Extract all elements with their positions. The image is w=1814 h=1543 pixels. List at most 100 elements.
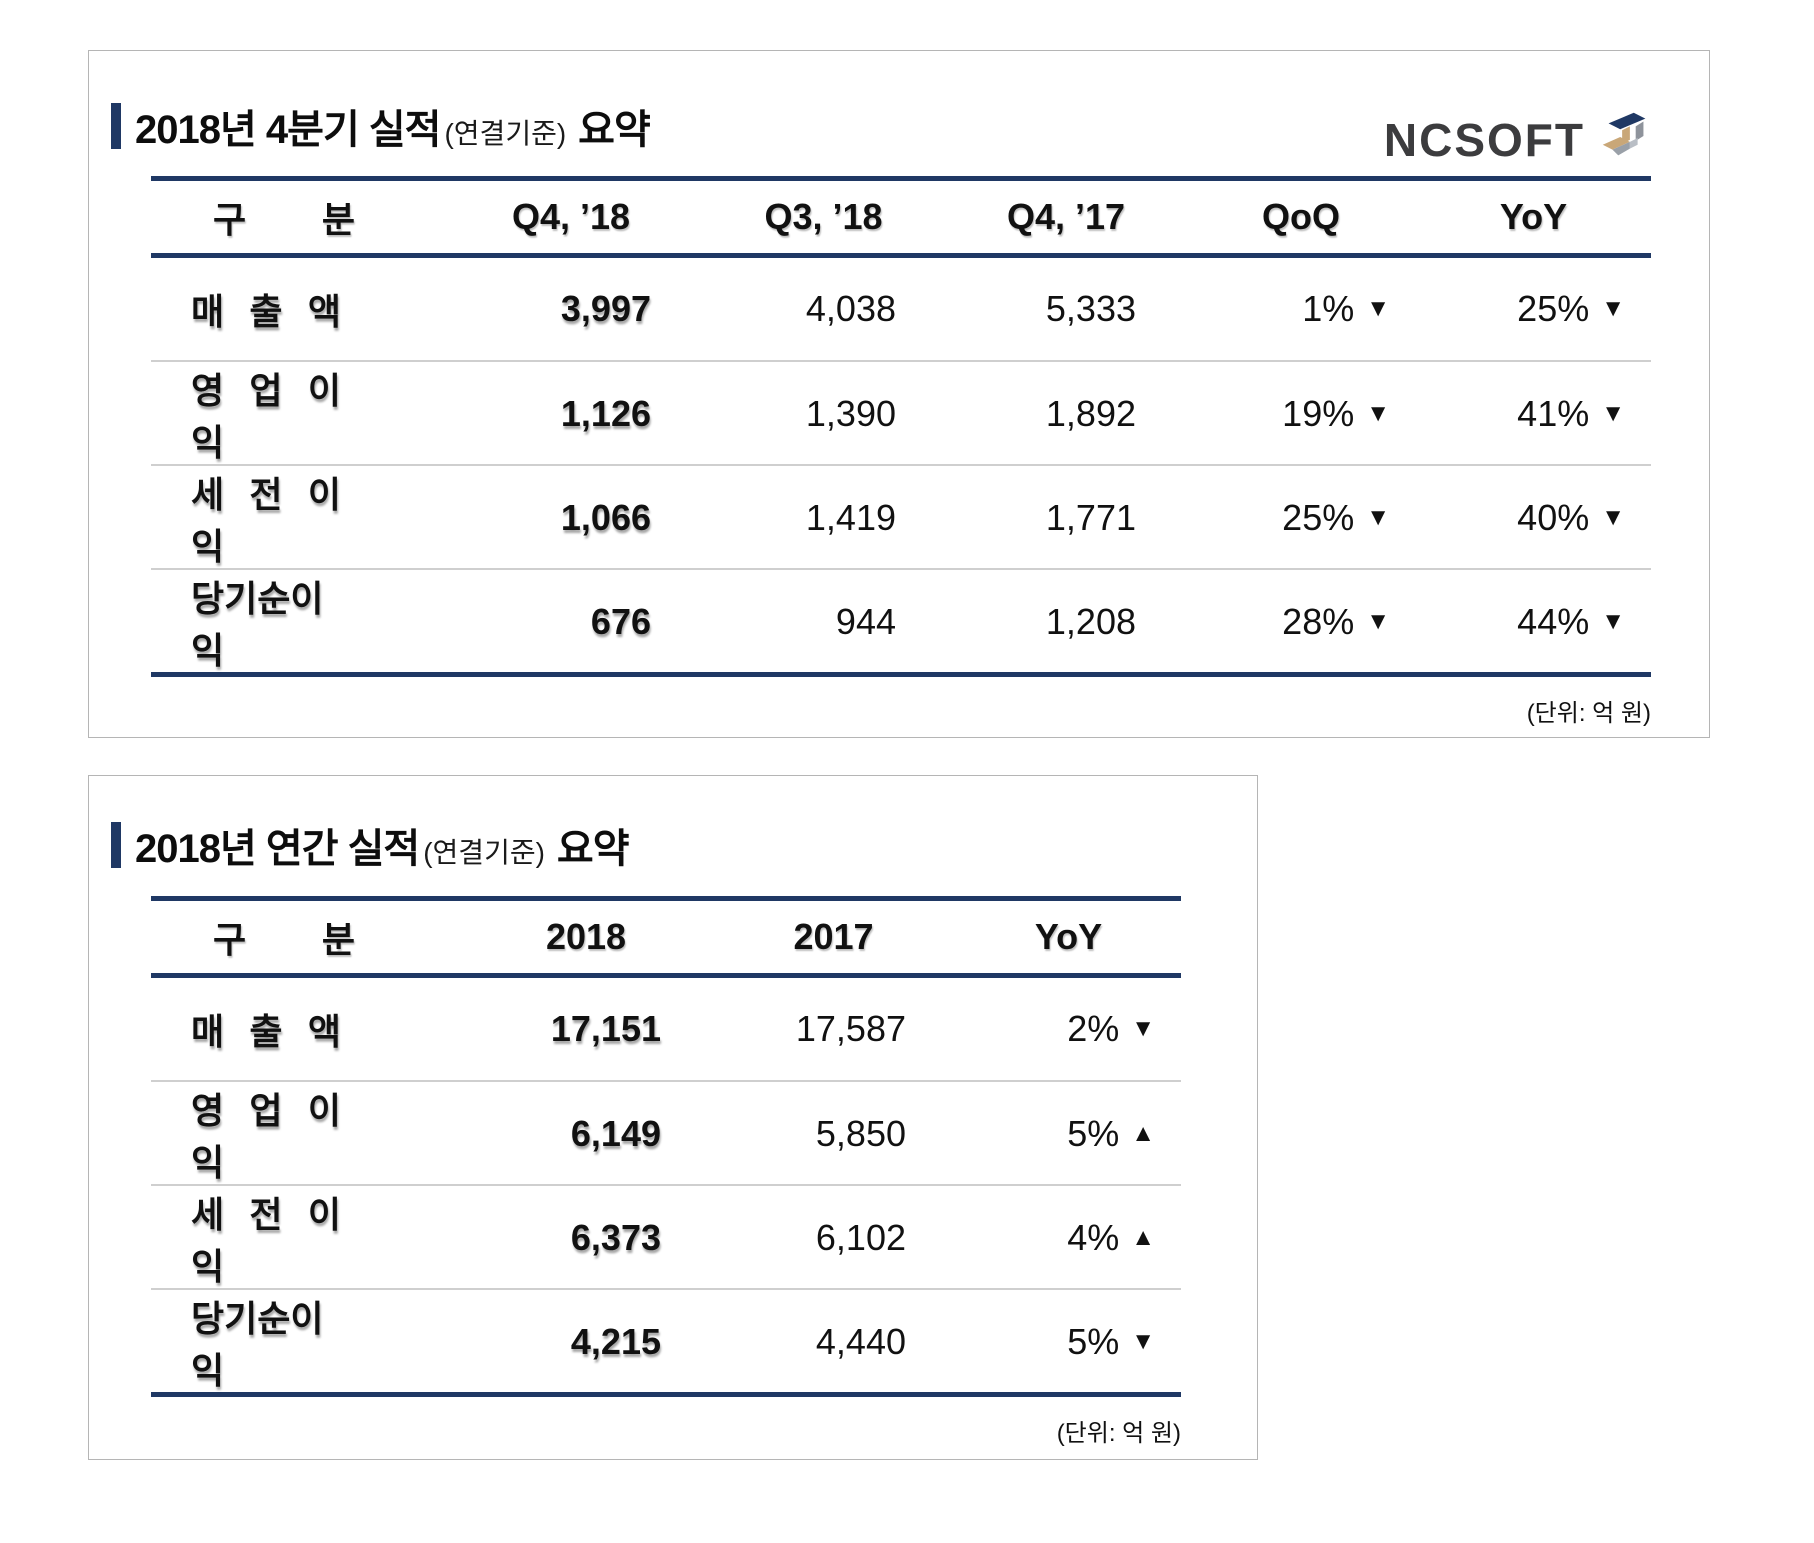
value-q4-17: 5,333 — [1045, 288, 1136, 329]
qoq-cell: 19% ▼ — [1186, 393, 1416, 435]
yoy-value: 44% — [1517, 601, 1590, 642]
header-2018: 2018 — [545, 916, 627, 957]
title-main: 2018년 연간 실적 — [135, 827, 420, 871]
annual-results-panel: 2018년 연간 실적 (연결기준) 요약 구 분 2018 2017 YoY … — [88, 775, 1258, 1460]
table-row-pretax-profit: 세 전 이 익 1,066 1,419 1,771 25% ▼ 40% ▼ — [151, 464, 1651, 568]
value-q4-17: 1,892 — [1045, 393, 1136, 434]
table-row-revenue: 매 출 액 17,151 17,587 2% ▼ — [151, 978, 1181, 1080]
value-q3-18: 4,038 — [805, 288, 896, 329]
qoq-value: 25% — [1282, 497, 1355, 538]
unit-note: (단위: 억 원) — [1526, 700, 1651, 727]
yoy-value: 40% — [1517, 497, 1590, 538]
header-q4-18: Q4, ’18 — [511, 196, 631, 237]
header-qoq: QoQ — [1262, 196, 1340, 237]
value-q4-18: 676 — [590, 601, 651, 642]
qoq-value: 1% — [1302, 288, 1355, 329]
table-top-rule — [151, 176, 1651, 181]
row-label: 세 전 이 익 — [191, 1194, 341, 1287]
header-2017: 2017 — [793, 916, 874, 957]
value-2018: 17,151 — [550, 1008, 661, 1049]
header-q3-18: Q3, ’18 — [764, 196, 883, 237]
down-arrow-icon: ▼ — [1366, 504, 1390, 531]
row-label: 당기순이익 — [191, 578, 324, 671]
value-q4-17: 1,208 — [1045, 601, 1136, 642]
yoy-cell: 40% ▼ — [1416, 497, 1651, 539]
ncsoft-logo-icon — [1602, 112, 1646, 156]
yoy-cell: 25% ▼ — [1416, 288, 1651, 330]
row-label: 세 전 이 익 — [191, 474, 341, 567]
title-paren: (연결기준) — [444, 118, 567, 149]
row-label-cell: 매 출 액 — [151, 1003, 461, 1055]
yoy-cell: 5% ▲ — [956, 1113, 1181, 1155]
qoq-cell: 25% ▼ — [1186, 497, 1416, 539]
header-yoy: YoY — [1034, 916, 1103, 957]
title-accent-bar — [111, 822, 121, 868]
yoy-value: 5% — [1067, 1321, 1120, 1362]
ncsoft-logo: NCSOFT — [1384, 112, 1657, 167]
table-row-revenue: 매 출 액 3,997 4,038 5,333 1% ▼ 25% ▼ — [151, 258, 1651, 360]
title-paren: (연결기준) — [423, 837, 545, 868]
row-label: 영 업 이 익 — [191, 1090, 341, 1183]
row-label: 영 업 이 익 — [191, 370, 341, 463]
up-arrow-icon: ▲ — [1131, 1224, 1155, 1251]
table-header-row: 구 분 Q4, ’18 Q3, ’18 Q4, ’17 QoQ YoY — [151, 181, 1651, 253]
yoy-cell: 44% ▼ — [1416, 601, 1651, 643]
header-category: 구 분 — [151, 911, 461, 963]
row-label-cell: 당기순이익 — [151, 570, 441, 674]
down-arrow-icon: ▼ — [1601, 608, 1625, 635]
row-label-cell: 영 업 이 익 — [151, 362, 441, 466]
value-2018: 4,215 — [570, 1321, 661, 1362]
value-2017: 5,850 — [815, 1113, 906, 1154]
title-suffix: 요약 — [578, 108, 651, 152]
yoy-value: 5% — [1067, 1113, 1120, 1154]
table-header-rule — [151, 253, 1651, 258]
header-category-label: 구 분 — [213, 199, 355, 240]
table-header-rule — [151, 973, 1181, 978]
row-label-cell: 영 업 이 익 — [151, 1082, 461, 1186]
title-accent-bar — [111, 103, 121, 149]
down-arrow-icon: ▼ — [1366, 608, 1390, 635]
unit-note: (단위: 억 원) — [1056, 1420, 1181, 1447]
value-2017: 17,587 — [795, 1008, 906, 1049]
title-main: 2018년 4분기 실적 — [135, 108, 441, 152]
down-arrow-icon: ▼ — [1601, 400, 1625, 427]
yoy-cell: 41% ▼ — [1416, 393, 1651, 435]
value-q3-18: 944 — [835, 601, 896, 642]
qoq-cell: 1% ▼ — [1186, 288, 1416, 330]
down-arrow-icon: ▼ — [1131, 1015, 1155, 1042]
row-label: 매 출 액 — [191, 1011, 341, 1052]
annual-table: 구 분 2018 2017 YoY 매 출 액 17,151 17,587 2%… — [151, 896, 1181, 1448]
table-row-pretax-profit: 세 전 이 익 6,373 6,102 4% ▲ — [151, 1184, 1181, 1288]
header-q4-17: Q4, ’17 — [1006, 196, 1126, 237]
table-bottom-rule — [151, 1392, 1181, 1397]
yoy-value: 4% — [1067, 1217, 1120, 1258]
quarterly-table: 구 분 Q4, ’18 Q3, ’18 Q4, ’17 QoQ YoY 매 출 … — [151, 176, 1651, 728]
quarterly-title: 2018년 4분기 실적 (연결기준) 요약 — [111, 97, 651, 155]
down-arrow-icon: ▼ — [1366, 295, 1390, 322]
value-2018: 6,373 — [570, 1217, 661, 1258]
table-row-operating-profit: 영 업 이 익 1,126 1,390 1,892 19% ▼ 41% ▼ — [151, 360, 1651, 464]
title-suffix: 요약 — [556, 827, 630, 871]
row-label-cell: 세 전 이 익 — [151, 466, 441, 570]
header-yoy: YoY — [1499, 196, 1568, 237]
row-label: 매 출 액 — [191, 291, 341, 332]
table-row-net-profit: 당기순이익 4,215 4,440 5% ▼ — [151, 1288, 1181, 1392]
value-q4-18: 3,997 — [560, 288, 651, 329]
up-arrow-icon: ▲ — [1131, 1120, 1155, 1147]
value-q3-18: 1,390 — [805, 393, 896, 434]
yoy-value: 25% — [1517, 288, 1590, 329]
value-q3-18: 1,419 — [805, 497, 896, 538]
yoy-cell: 4% ▲ — [956, 1217, 1181, 1259]
quarterly-results-panel: 2018년 4분기 실적 (연결기준) 요약 NCSOFT 구 분 Q4, ’1… — [88, 50, 1710, 738]
yoy-value: 41% — [1517, 393, 1590, 434]
table-row-net-profit: 당기순이익 676 944 1,208 28% ▼ 44% ▼ — [151, 568, 1651, 672]
quarterly-title-text: 2018년 4분기 실적 (연결기준) 요약 — [135, 97, 651, 155]
yoy-cell: 5% ▼ — [956, 1321, 1181, 1363]
table-bottom-rule — [151, 672, 1651, 677]
value-2017: 6,102 — [815, 1217, 906, 1258]
row-label-cell: 세 전 이 익 — [151, 1186, 461, 1290]
value-q4-18: 1,126 — [560, 393, 651, 434]
annual-title-text: 2018년 연간 실적 (연결기준) 요약 — [135, 816, 630, 874]
yoy-cell: 2% ▼ — [956, 1008, 1181, 1050]
